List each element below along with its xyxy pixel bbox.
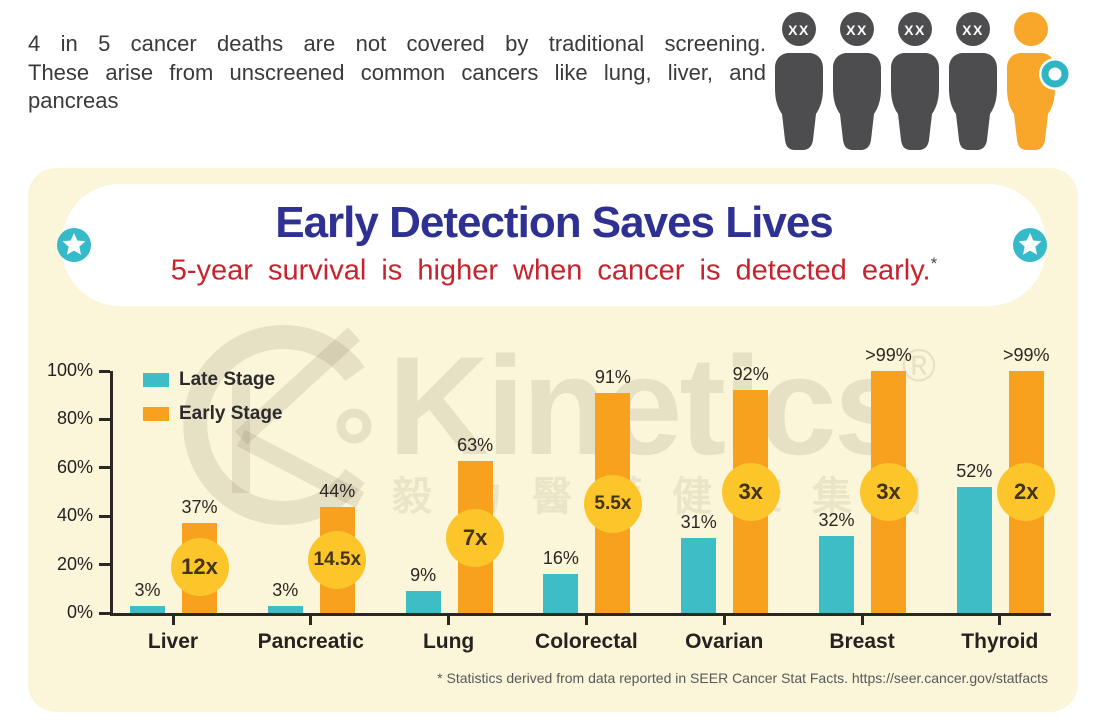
category-label-lung: Lung — [422, 630, 475, 653]
x-axis-tick — [309, 616, 313, 625]
category-label-pancreatic: Pancreatic — [257, 630, 364, 653]
bar-value-early: 63% — [457, 434, 494, 455]
survival-multiplier-badge: 3x — [721, 463, 780, 521]
bar-value-late: 16% — [542, 548, 579, 569]
x-axis-tick — [447, 616, 451, 625]
y-axis-label: 80% — [56, 408, 93, 429]
y-axis-tick — [99, 369, 110, 373]
bar-value-early: 92% — [732, 364, 769, 385]
subtitle-text: 5-year survival is higher when cancer is… — [170, 254, 931, 287]
source-footnote: * Statistics derived from data reported … — [437, 670, 1048, 686]
bar-value-early: >99% — [1003, 345, 1050, 365]
title-banner: Early Detection Saves Lives 5-year survi… — [62, 184, 1046, 306]
person-dead-icon: XX — [833, 12, 881, 150]
bar-late-breast — [819, 535, 854, 613]
star-icon — [1018, 233, 1042, 255]
person-head-label: XX — [846, 22, 868, 38]
person-dead-icon: XX — [949, 12, 997, 150]
header-line-1: 4 in 5 cancer deaths are not covered by … — [28, 31, 766, 56]
survival-multiplier-badge: 7x — [446, 508, 505, 567]
header-line-2: These arise from unscreened common cance… — [28, 59, 766, 85]
bar-value-late: 31% — [680, 511, 717, 532]
category-label-breast: Breast — [829, 630, 895, 653]
y-axis-label: 40% — [56, 505, 93, 526]
header-line-3: pancreas — [28, 88, 119, 113]
chart-legend: Late Stage Early Stage — [143, 369, 283, 437]
y-axis-tick — [99, 514, 110, 518]
star-badge-right — [1013, 228, 1047, 262]
bar-late-liver — [130, 605, 165, 613]
y-axis-tick — [99, 466, 110, 470]
x-axis-tick — [860, 616, 864, 625]
survival-multiplier-badge: 3x — [859, 463, 918, 521]
subtitle-asterisk: * — [930, 254, 938, 273]
category-label-thyroid: Thyroid — [961, 630, 1039, 653]
x-axis-tick — [171, 616, 175, 625]
legend-item-late-stage: Late Stage — [143, 369, 283, 391]
legend-item-early-stage: Early Stage — [143, 403, 283, 425]
bar-late-thyroid — [956, 487, 992, 613]
y-axis-tick — [99, 611, 110, 615]
person-head-label: XX — [962, 22, 984, 38]
kinetics-logo-watermark-icon — [183, 325, 372, 525]
bar-value-late: 3% — [134, 579, 161, 600]
bar-chart: Late Stage Early Stage 0% 20% 40% 60% 80% 100… — [47, 345, 1056, 653]
y-axis-tick — [99, 417, 110, 421]
header-statement: 4 in 5 cancer deaths are not covered by … — [28, 30, 766, 116]
person-head-label: XX — [904, 22, 926, 38]
bar-late-ovarian — [681, 537, 717, 613]
bar-value-early: 91% — [594, 366, 631, 387]
bar-late-lung — [405, 591, 441, 613]
y-axis-label: 100% — [46, 360, 93, 380]
bar-value-early: 44% — [319, 480, 356, 501]
survival-multiplier-badge: 12x — [170, 538, 229, 597]
x-axis-tick — [584, 616, 588, 625]
person-screened-icon — [1007, 12, 1071, 150]
category-label-liver: Liver — [147, 630, 199, 653]
chart-panel: Kinetics ® 毅力醫護健康集團 Early Detection Save… — [28, 168, 1078, 712]
bar-value-late: 52% — [956, 461, 993, 482]
early-stage-swatch — [143, 407, 169, 421]
x-axis-tick — [722, 616, 726, 625]
screening-badge-icon — [1039, 58, 1071, 90]
main-title: Early Detection Saves Lives — [275, 198, 834, 247]
person-dead-icon: XX — [891, 12, 939, 150]
category-label-ovarian: Ovarian — [685, 630, 764, 653]
x-axis-tick — [998, 616, 1002, 625]
legend-label: Early Stage — [179, 403, 283, 424]
category-label-colorectal: Colorectal — [535, 630, 638, 653]
y-axis-label: 0% — [66, 602, 93, 622]
bar-late-pancreatic — [267, 605, 303, 613]
person-dead-icon: XX — [775, 12, 823, 150]
registered-trademark-watermark: ® — [902, 339, 936, 391]
y-axis-label: 60% — [56, 456, 93, 477]
legend-label: Late Stage — [179, 369, 276, 390]
survival-multiplier-badge: 5.5x — [583, 475, 642, 534]
bar-value-early: >99% — [865, 345, 912, 365]
person-head-label: XX — [788, 22, 810, 38]
bar-value-late: 32% — [818, 509, 855, 530]
survival-multiplier-badge: 14.5x — [308, 530, 367, 589]
bar-value-late: 9% — [410, 565, 437, 586]
brand-watermark: Kinetics — [388, 327, 912, 484]
bar-late-colorectal — [543, 574, 579, 613]
bar-value-late: 3% — [272, 579, 299, 600]
late-stage-swatch — [143, 373, 169, 387]
people-pictogram: XX XX XX XX — [772, 8, 1071, 152]
subtitle: 5-year survival is higher when cancer is… — [62, 254, 1046, 288]
y-axis-tick — [99, 563, 110, 567]
y-axis-label: 20% — [56, 553, 93, 574]
survival-multiplier-badge: 2x — [997, 463, 1056, 521]
bar-value-early: 37% — [181, 497, 218, 518]
star-icon — [62, 233, 86, 255]
star-badge-left — [57, 228, 91, 262]
